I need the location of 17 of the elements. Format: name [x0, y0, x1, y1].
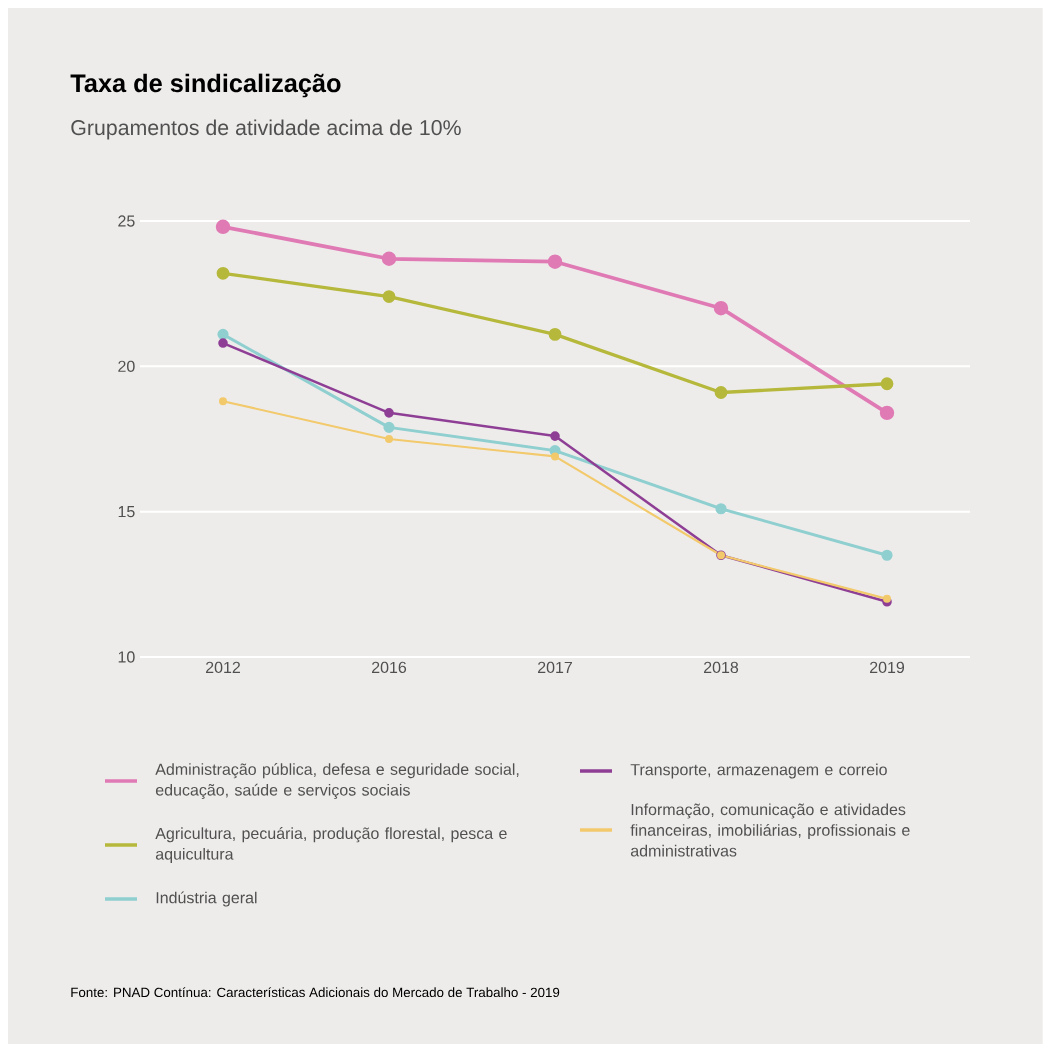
x-tick-label: 2019 [870, 661, 905, 674]
chart-title: Taxa de sindicalização [70, 73, 341, 98]
x-tick-label: 2018 [704, 661, 739, 674]
y-tick-label: 15 [118, 506, 135, 518]
chart-subtitle: Grupamentos de atividade acima de 10% [71, 119, 461, 140]
legend-label: Agricultura, pecuária, produção florestal, pesca e aquicultura [155, 827, 507, 863]
y-tick-label: 10 [118, 651, 135, 663]
y-tick-label: 20 [118, 360, 135, 372]
x-tick-label: 2016 [372, 661, 407, 674]
x-tick-label: 2012 [206, 661, 241, 674]
legend-label: Informação, comunicação e atividades financeiras, imobiliárias, profissionais e administrativas [630, 803, 910, 857]
legend-label: Administração pública, defesa e seguridade social, educação, saúde e serviços sociais [155, 763, 519, 799]
x-tick-label: 2017 [538, 661, 573, 674]
y-tick-label: 25 [118, 215, 135, 227]
legend-label: Indústria geral [156, 891, 257, 907]
source-note: Fonte: PNAD Contínua: Características Adicionais do Mercado de Trabalho - 2019 [71, 987, 560, 998]
legend-label: Transporte, armazenagem e correio [630, 763, 887, 779]
